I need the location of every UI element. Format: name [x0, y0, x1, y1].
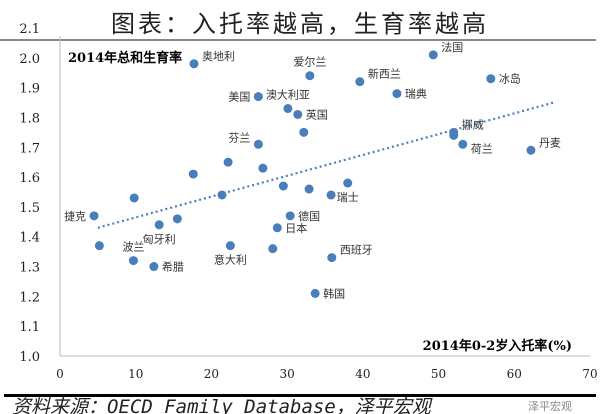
x-tick-label: 0 [56, 367, 64, 381]
point-label: 匈牙利 [143, 232, 176, 246]
x-tick-label: 20 [204, 367, 219, 381]
data-point [305, 71, 315, 81]
point-label: 韩国 [323, 286, 345, 300]
point-label: 美国 [228, 91, 250, 104]
point-label: 新西兰 [368, 67, 401, 81]
data-point [253, 139, 263, 149]
source-divider [4, 394, 596, 397]
data-point [392, 89, 402, 99]
y-tick-label: 1.2 [19, 290, 40, 305]
y-tick-label: 1.7 [19, 141, 40, 156]
data-point [283, 104, 293, 114]
data-point [154, 220, 164, 230]
data-point [486, 74, 496, 84]
data-point [149, 262, 159, 272]
data-point [225, 241, 235, 251]
data-point [326, 190, 336, 200]
data-point [223, 157, 233, 167]
y-tick-label: 1.9 [19, 82, 40, 97]
y-axis-title: 2014年总和生育率 [68, 50, 182, 66]
x-axis-title: 2014年0-2岁入托率(%) [423, 338, 572, 354]
x-tick-label: 10 [128, 367, 143, 381]
trend-line [97, 101, 554, 229]
x-tick-label: 40 [355, 367, 370, 381]
point-label: 荷兰 [471, 142, 493, 155]
figure-title: 图表：入托率越高，生育率越高 [111, 10, 489, 38]
y-tick-label: 2.0 [19, 52, 40, 67]
y-tick-label: 1.5 [19, 201, 40, 216]
source-note: 资料来源：OECD Family Database，泽平宏观 [12, 396, 431, 414]
data-point [129, 193, 139, 203]
title-divider [0, 39, 596, 41]
point-label: 芬兰 [228, 131, 250, 144]
data-point [188, 169, 198, 179]
point-label: 澳大利亚 [266, 88, 310, 102]
point-label: 法国 [441, 40, 463, 54]
data-point [94, 241, 104, 251]
y-tick-label: 1.0 [19, 350, 40, 365]
data-point [268, 244, 278, 254]
data-point [258, 163, 268, 173]
data-point [355, 77, 365, 87]
point-label: 瑞典 [405, 87, 427, 101]
point-label: 意大利 [214, 253, 247, 267]
data-point [253, 92, 263, 102]
data-point [293, 109, 303, 119]
data-point [89, 211, 99, 221]
point-label: 西班牙 [340, 244, 373, 257]
point-label: 英国 [306, 107, 328, 121]
point-label: 奥地利 [202, 49, 235, 63]
data-point [458, 139, 468, 149]
data-point [299, 127, 309, 137]
y-tick-label: 1.4 [19, 231, 40, 246]
data-point [526, 145, 536, 155]
x-tick-label: 50 [431, 367, 446, 381]
data-point [278, 181, 288, 191]
point-label: 希腊 [162, 260, 184, 274]
y-tick-label: 1.3 [19, 261, 40, 276]
point-label: 冰岛 [499, 72, 521, 86]
data-point [189, 59, 199, 69]
data-point [304, 184, 314, 194]
x-tick-label: 60 [507, 367, 522, 381]
y-tick-label: 1.1 [19, 320, 40, 335]
y-tick-label: 2.1 [19, 22, 40, 37]
point-label: 捷克 [64, 209, 86, 223]
data-point [272, 223, 282, 233]
point-label: 挪威 [462, 117, 484, 131]
x-tick-label: 70 [582, 367, 597, 381]
point-label: 波兰 [122, 241, 144, 254]
data-point [285, 211, 295, 221]
scatter-chart: 1.0 1.1 1.2 1.3 1.4 1.5 1.6 1.7 1.8 1.9 2.0 2.1 0 10 2… [19, 22, 597, 381]
data-point [128, 256, 138, 266]
point-label: 爱尔兰 [293, 56, 326, 69]
point-label: 丹麦 [539, 136, 561, 149]
data-point [310, 288, 320, 298]
data-point [428, 50, 438, 60]
y-tick-label: 1.8 [19, 111, 40, 126]
data-point [343, 178, 353, 188]
y-tick-label: 1.6 [19, 171, 40, 186]
x-tick-label: 30 [280, 367, 295, 381]
data-point [327, 253, 337, 263]
watermark: 泽平宏观 [528, 400, 572, 413]
data-point [217, 190, 227, 200]
point-label: 日本 [285, 221, 307, 235]
point-label: 德国 [298, 209, 320, 223]
data-point [449, 130, 459, 140]
data-point [172, 214, 182, 224]
point-label: 瑞士 [337, 190, 359, 204]
